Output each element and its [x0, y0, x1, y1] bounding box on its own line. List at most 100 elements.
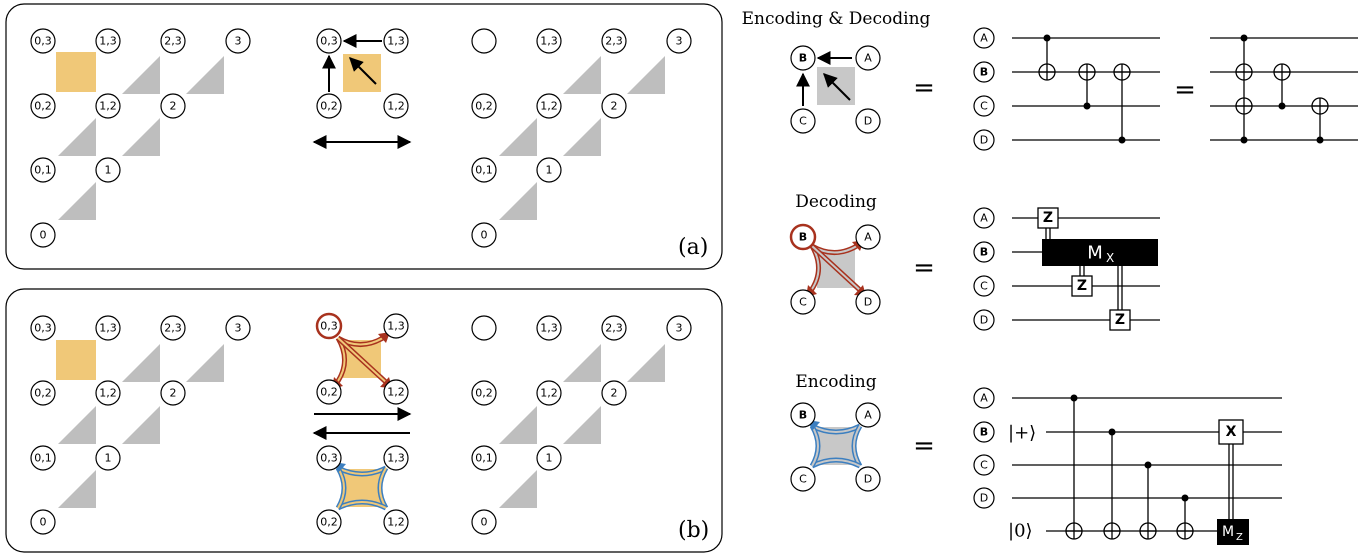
node: 1,2: [383, 93, 409, 119]
qubit-node: A: [855, 224, 881, 250]
wire-label: A: [973, 387, 995, 409]
svg-text:D: D: [864, 473, 872, 486]
svg-text:0,2: 0,2: [320, 516, 338, 529]
diagonal-arrow: [349, 57, 377, 85]
qubit-node: C: [790, 466, 816, 492]
svg-text:1: 1: [105, 164, 112, 177]
node: 1,2: [383, 509, 409, 535]
qubit-node: A: [855, 402, 881, 428]
equals-sign: =: [913, 431, 935, 461]
wire-label: D: [973, 309, 995, 331]
circuit-cnot-2: [1210, 34, 1358, 144]
svg-text:0,3: 0,3: [34, 35, 52, 48]
node: 1,2: [95, 93, 121, 119]
qubit-node: B: [790, 402, 816, 428]
triangle: [122, 406, 160, 444]
triangle: [58, 118, 96, 156]
svg-text:3: 3: [235, 322, 242, 335]
triangle: [563, 344, 601, 382]
wire-label: B: [973, 241, 995, 263]
svg-text:Z: Z: [1115, 312, 1125, 328]
svg-text:2,3: 2,3: [605, 35, 623, 48]
node: 1,3: [95, 28, 121, 54]
encode-decode-title: Encoding & Decoding: [742, 9, 931, 29]
node: 1,3: [383, 28, 409, 54]
svg-text:0,2: 0,2: [475, 387, 493, 400]
node: 0,2: [316, 379, 342, 405]
node: 0,3: [30, 315, 56, 341]
equals-sign: =: [1174, 75, 1196, 105]
svg-text:2: 2: [611, 387, 618, 400]
node: 2: [160, 380, 186, 406]
svg-text:2,3: 2,3: [164, 35, 182, 48]
node: 3: [666, 315, 692, 341]
qubit-node: A: [855, 45, 881, 71]
wire-label: D: [973, 129, 995, 151]
panel-a-label: (a): [678, 235, 708, 260]
svg-text:1: 1: [546, 452, 553, 465]
qubit-node: C: [790, 108, 816, 134]
svg-text:Z: Z: [1236, 532, 1243, 543]
triangle: [627, 344, 665, 382]
svg-text:0,2: 0,2: [34, 100, 52, 113]
equals-sign: =: [913, 253, 935, 283]
node: 0,3: [316, 445, 342, 471]
wire-label: C: [973, 95, 995, 117]
circuit-encode: A B C D |+⟩ |0⟩: [973, 387, 1282, 545]
qubit-node: C: [790, 289, 816, 315]
triangle: [499, 182, 537, 220]
svg-text:0,3: 0,3: [320, 35, 338, 48]
svg-text:0,3: 0,3: [320, 320, 338, 333]
z-gate: [1071, 275, 1093, 297]
wire-label: D: [973, 487, 995, 509]
svg-text:A: A: [980, 392, 988, 405]
svg-text:1: 1: [546, 164, 553, 177]
svg-text:1,2: 1,2: [387, 516, 405, 529]
svg-text:1,3: 1,3: [387, 35, 405, 48]
svg-text:X: X: [1106, 251, 1114, 265]
decode-title: Decoding: [795, 192, 877, 212]
triangle: [58, 406, 96, 444]
node: 1: [536, 445, 562, 471]
panel-a: (a) 0,3 1,3 2,3 3 0,2 1,2 2 0,1 1 0: [5, 3, 723, 270]
qubit-node: B: [790, 45, 816, 71]
node: 1,3: [95, 315, 121, 341]
circuit-cnot-1: A B C D: [973, 27, 1160, 151]
svg-text:0,2: 0,2: [320, 100, 338, 113]
node: [471, 315, 497, 341]
svg-text:B: B: [799, 52, 807, 65]
node: 0: [471, 509, 497, 535]
svg-text:B: B: [799, 409, 807, 422]
node: 0,1: [471, 157, 497, 183]
svg-text:D: D: [980, 134, 988, 147]
panel-b: (b) 0,3 1,3 2,3 3 0,2 1,2 2 0,1 1 0: [5, 288, 723, 553]
panel-b-left-grid: 0,3 1,3 2,3 3 0,2 1,2 2 0,1 1 0: [30, 315, 251, 535]
svg-text:0: 0: [40, 516, 47, 529]
node: 1: [95, 157, 121, 183]
node: 3: [225, 315, 251, 341]
svg-text:1,2: 1,2: [540, 100, 558, 113]
triangle: [499, 118, 537, 156]
highlight-plaquette: [343, 54, 381, 92]
panel-a-frame: [5, 3, 723, 270]
wire-label: B: [973, 61, 995, 83]
svg-text:C: C: [799, 473, 807, 486]
svg-text:0,3: 0,3: [34, 322, 52, 335]
node: 3: [666, 28, 692, 54]
encode-title: Encoding: [795, 372, 876, 392]
diagonal-arrow: [823, 73, 851, 101]
triangle: [627, 56, 665, 94]
triangle: [186, 56, 224, 94]
node: [471, 28, 497, 54]
circuit-decode: A B C D Z M X Z Z: [973, 207, 1160, 331]
svg-text:0,3: 0,3: [320, 452, 338, 465]
svg-text:A: A: [864, 409, 872, 422]
svg-text:1,3: 1,3: [387, 452, 405, 465]
svg-text:3: 3: [676, 322, 683, 335]
svg-text:Z: Z: [1043, 210, 1053, 226]
node: 0,1: [471, 445, 497, 471]
svg-text:1,2: 1,2: [387, 386, 405, 399]
svg-text:1,3: 1,3: [540, 35, 558, 48]
svg-text:0,2: 0,2: [34, 387, 52, 400]
